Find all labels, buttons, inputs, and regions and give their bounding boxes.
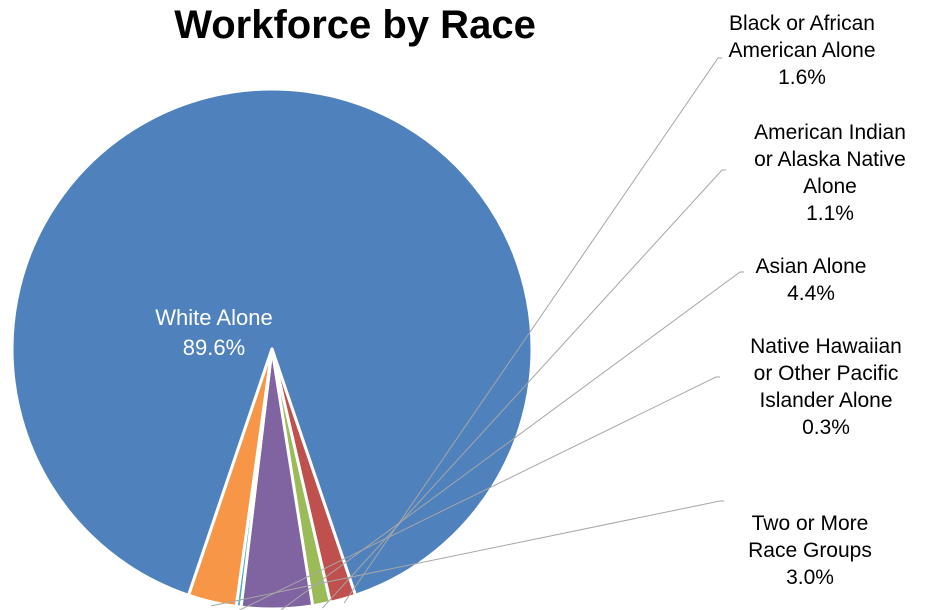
leader-line-black-or-african-american-alone: [343, 57, 722, 604]
label-american-indian-or-alaska-native-alone: American Indian or Alaska Native Alone 1.1%: [754, 121, 906, 225]
pie-slices: [10, 87, 534, 610]
label-native-hawaiian-or-other-pacific-islander-alone: Native Hawaiian or Other Pacific Islander …: [750, 335, 902, 439]
slice-white-alone: [10, 87, 534, 597]
leader-line-native-hawaiian-or-other-pacific-islander-alone: [238, 376, 720, 610]
leader-line-american-indian-or-alaska-native-alone: [321, 169, 726, 609]
label-two-or-more-race-groups: Two or More Race Groups 3.0%: [748, 512, 872, 589]
label-white-alone: White Alone 89.6%: [155, 305, 272, 360]
chart-title: Workforce by Race: [174, 3, 536, 47]
label-black-or-african-american-alone: Black or African American Alone 1.6%: [728, 12, 875, 89]
leader-line-two-or-more-race-groups: [211, 500, 724, 607]
label-asian-alone: Asian Alone 4.4%: [756, 255, 867, 305]
data-labels: White Alone 89.6% Black or African American…: [155, 12, 906, 589]
leader-lines: [211, 57, 744, 610]
leader-line-asian-alone: [280, 271, 744, 610]
slice-two-or-more-race-groups: [187, 347, 274, 609]
